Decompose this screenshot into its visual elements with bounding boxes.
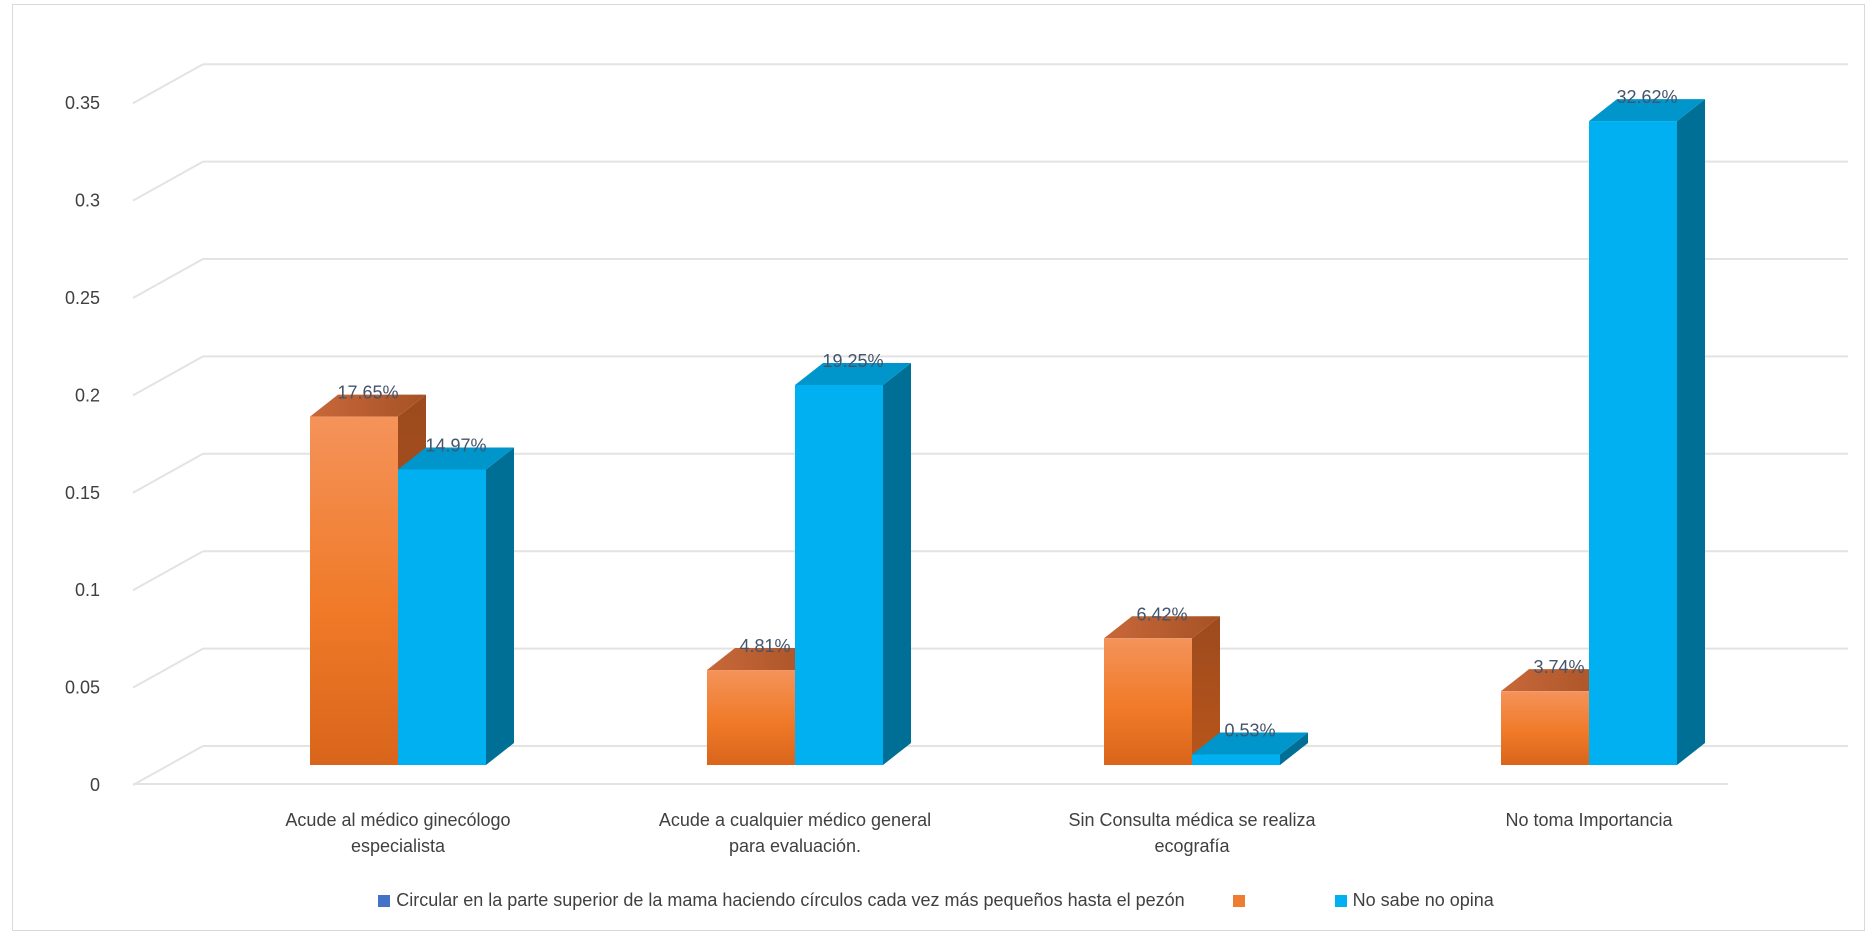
y-tick-label: 0.1 <box>75 580 100 600</box>
legend-label: Circular en la parte superior de la mama… <box>396 890 1185 910</box>
y-tick-label: 0.05 <box>65 678 100 698</box>
data-labels: 17.65% 14.97% 4.81% 19.25% 6.42% 0.53% 3.74% 32… <box>337 87 1677 740</box>
x-tick-label: No toma Importancia <box>1505 810 1673 830</box>
x-tick-label: Acude a cualquier médico general <box>659 810 931 830</box>
y-axis: 0 0.05 0.1 0.15 0.2 0.25 0.3 0.35 <box>65 93 100 795</box>
legend-swatch-orange <box>1232 894 1245 907</box>
gridline <box>132 355 1848 397</box>
x-tick-label: especialista <box>351 836 446 856</box>
x-tick-label: para evaluación. <box>729 836 861 856</box>
y-tick-label: 0.2 <box>75 385 100 405</box>
data-label: 0.53% <box>1224 721 1275 741</box>
y-tick-label: 0 <box>90 775 100 795</box>
bar <box>1192 732 1308 765</box>
y-tick-label: 0.15 <box>65 483 100 503</box>
gridline <box>132 258 1848 299</box>
bars <box>310 99 1705 766</box>
legend-swatch-cyan <box>1334 894 1347 907</box>
legend-label: No sabe no opina <box>1352 890 1494 910</box>
legend-item-series-2 <box>1232 894 1251 907</box>
legend-item-series-3: No sabe no opina <box>1334 890 1494 911</box>
bar <box>1104 616 1220 765</box>
bar <box>795 363 911 765</box>
x-tick-label: Acude al médico ginecólogo <box>285 810 510 830</box>
data-label: 6.42% <box>1136 604 1187 624</box>
data-label: 3.74% <box>1533 657 1584 677</box>
y-tick-label: 0.3 <box>75 191 100 211</box>
data-label: 17.65% <box>337 383 398 403</box>
legend: Circular en la parte superior de la mama… <box>0 890 1872 911</box>
x-tick-label: Sin Consulta médica se realiza <box>1068 810 1316 830</box>
legend-swatch-blue <box>378 894 391 907</box>
bar <box>1589 99 1705 766</box>
data-label: 14.97% <box>425 435 486 455</box>
legend-item-series-1: Circular en la parte superior de la mama… <box>378 890 1185 911</box>
data-label: 32.62% <box>1616 87 1677 107</box>
data-label: 4.81% <box>739 636 790 656</box>
x-axis: Acude al médico ginecólogo especialista Ac… <box>285 810 1673 856</box>
data-label: 19.25% <box>822 351 883 371</box>
bar <box>398 447 514 765</box>
gridline <box>132 160 1848 202</box>
y-tick-label: 0.25 <box>65 288 100 308</box>
x-tick-label: ecografía <box>1154 836 1230 856</box>
gridline <box>132 63 1848 105</box>
y-tick-label: 0.35 <box>65 93 100 113</box>
